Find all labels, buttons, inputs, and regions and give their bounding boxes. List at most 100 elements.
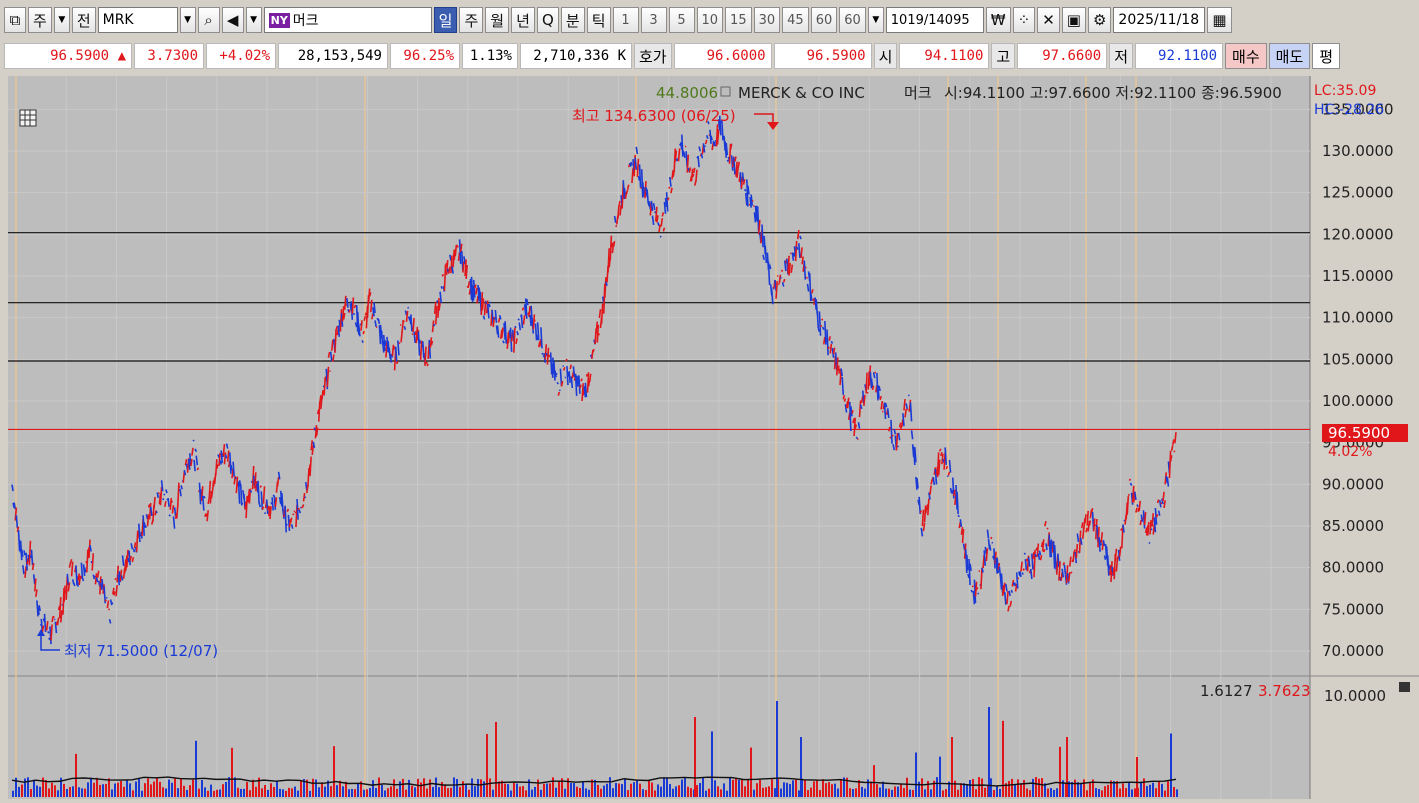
volume-pane-menu-icon[interactable] xyxy=(1399,682,1410,692)
chevron-down-icon[interactable]: ▼ xyxy=(54,7,70,33)
volume-bar xyxy=(1122,783,1124,797)
volume-bar xyxy=(939,757,941,797)
tab-year[interactable]: 년 xyxy=(511,7,535,33)
price-segment xyxy=(474,280,475,298)
price-segment xyxy=(1021,562,1022,572)
price-segment xyxy=(824,337,825,344)
price-segment xyxy=(590,374,591,382)
gear-icon[interactable]: ⚙ xyxy=(1088,7,1111,33)
tab-quarter[interactable]: Q xyxy=(537,7,559,33)
volume-bar xyxy=(519,787,521,797)
eval-button[interactable]: 평 xyxy=(1312,43,1340,69)
volume-bar xyxy=(531,790,533,797)
volume-bar xyxy=(774,788,776,797)
volume-bar xyxy=(228,777,230,797)
price-segment xyxy=(1148,522,1149,536)
price-segment xyxy=(602,304,603,324)
speaker-dropdown-icon[interactable]: ▼ xyxy=(246,7,262,33)
interval-30[interactable]: 30 xyxy=(754,7,781,33)
table-toggle-icon[interactable] xyxy=(20,110,36,126)
search-icon[interactable]: ⌕ xyxy=(198,7,220,33)
interval-3[interactable]: 3 xyxy=(641,7,667,33)
price-segment xyxy=(941,452,942,456)
price-segment xyxy=(279,472,280,480)
volume-bar xyxy=(309,791,311,797)
volume-bar xyxy=(645,790,647,797)
volume-bar xyxy=(48,788,50,797)
tab-day[interactable]: 일 xyxy=(434,7,458,33)
price-segment xyxy=(312,445,313,455)
save-icon[interactable]: ▣ xyxy=(1062,7,1086,33)
interval-15[interactable]: 15 xyxy=(725,7,752,33)
volume-bar xyxy=(63,784,65,797)
volume-bar xyxy=(480,779,482,797)
count-field[interactable]: 1019/14095 xyxy=(886,7,984,33)
price-segment xyxy=(866,373,867,394)
price-segment xyxy=(663,228,664,232)
volume-bar xyxy=(219,789,221,797)
tab-minute[interactable]: 분 xyxy=(561,7,585,33)
price-segment xyxy=(32,550,33,565)
price-segment xyxy=(33,563,34,570)
price-segment xyxy=(726,143,727,155)
price-segment xyxy=(745,189,746,191)
prev-button[interactable]: 전 xyxy=(72,7,96,33)
tab-month[interactable]: 월 xyxy=(485,7,509,33)
price-chart[interactable]: 70.000075.000080.000085.000090.000095.00… xyxy=(8,76,1419,799)
price-segment xyxy=(954,490,955,496)
price-segment xyxy=(822,319,823,320)
interval-dropdown-icon[interactable]: ▼ xyxy=(868,7,884,33)
price-segment xyxy=(514,328,515,353)
price-segment xyxy=(241,484,242,505)
stock-name-field[interactable]: NY 머크 xyxy=(264,7,432,33)
date-field[interactable]: 2025/11/18 xyxy=(1113,7,1205,33)
price-segment xyxy=(436,306,437,325)
window-icon[interactable]: ⧉ xyxy=(4,7,26,33)
buy-button[interactable]: 매수 xyxy=(1225,43,1267,69)
volume-bar xyxy=(1113,781,1115,797)
price-segment xyxy=(270,506,271,519)
turnover-value: 1.13% xyxy=(462,43,518,69)
price-segment xyxy=(573,366,574,377)
currency-button[interactable]: ₩ xyxy=(986,7,1011,33)
calendar-icon[interactable]: ▦ xyxy=(1207,7,1231,33)
symbol-input[interactable]: MRK xyxy=(98,7,178,33)
volume-bar xyxy=(513,783,515,797)
interval-5[interactable]: 5 xyxy=(669,7,695,33)
price-segment xyxy=(542,353,543,354)
sell-button[interactable]: 매도 xyxy=(1269,43,1311,69)
volume-bar xyxy=(816,779,818,797)
interval-60a[interactable]: 60 xyxy=(811,7,838,33)
interval-10[interactable]: 10 xyxy=(697,7,724,33)
price-segment xyxy=(1163,492,1164,501)
interval-1[interactable]: 1 xyxy=(613,7,639,33)
price-segment xyxy=(285,506,286,533)
grid-dots-icon[interactable]: ⁘ xyxy=(1013,7,1036,33)
period-type-button[interactable]: 주 xyxy=(28,7,52,33)
price-segment xyxy=(39,605,40,611)
volume-bar xyxy=(612,788,614,797)
price-segment xyxy=(431,341,432,345)
interval-45[interactable]: 45 xyxy=(782,7,809,33)
plot-background xyxy=(8,76,1310,799)
volume-bar xyxy=(315,780,317,797)
price-segment xyxy=(1044,549,1045,552)
symbol-dropdown-icon[interactable]: ▼ xyxy=(180,7,196,33)
tab-tick[interactable]: 틱 xyxy=(587,7,611,33)
volume-bar xyxy=(702,777,704,797)
volume-bar xyxy=(375,788,377,797)
tab-week[interactable]: 주 xyxy=(459,7,483,33)
volume-bar xyxy=(516,784,518,797)
price-segment xyxy=(527,299,528,305)
price-segment xyxy=(783,282,784,286)
speaker-icon[interactable]: ◀ xyxy=(222,7,244,33)
price-segment xyxy=(693,174,694,177)
price-segment xyxy=(892,435,893,436)
volume-bar xyxy=(282,789,284,797)
price-segment xyxy=(620,205,621,215)
price-segment xyxy=(962,529,963,543)
crosshair-icon[interactable]: ✕ xyxy=(1037,7,1060,33)
interval-60b[interactable]: 60 xyxy=(839,7,866,33)
price-segment xyxy=(338,325,339,336)
